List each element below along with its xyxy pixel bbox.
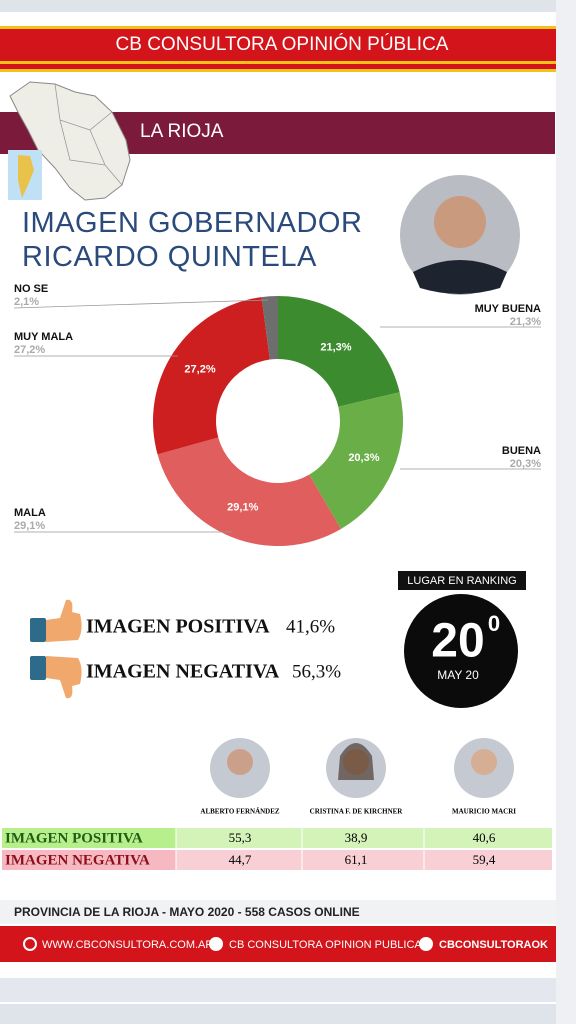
negative-value: 56,3% <box>292 661 341 682</box>
cell: 55,3 <box>229 830 252 845</box>
cell: 59,4 <box>473 852 496 867</box>
leader-line <box>13 299 269 309</box>
row-label-bg <box>2 828 176 848</box>
inner-value-label: 21,3% <box>320 342 351 354</box>
legend-label: MUY MALA <box>14 331 73 343</box>
legend-label: MUY BUENA <box>475 303 541 315</box>
row-label-bg <box>2 850 176 870</box>
inner-value-label: 27,2% <box>184 363 215 375</box>
header-title: CB CONSULTORA OPINIÓN PÚBLICA <box>116 33 449 55</box>
cell: 38,9 <box>345 830 368 845</box>
photo-face <box>434 196 486 248</box>
row-label: IMAGEN POSITIVA <box>5 830 143 846</box>
ranking-position: 20 <box>431 615 484 668</box>
inner-value-label: 20,3% <box>348 452 379 464</box>
column-name: CRISTINA F. DE KIRCHNER <box>310 808 404 816</box>
column-name: MAURICIO MACRI <box>452 808 516 816</box>
donut-segment <box>153 297 270 455</box>
outer-value-label: 27,2% <box>14 344 45 356</box>
chart-title: IMAGEN GOBERNADOR RICARDO QUINTELA <box>22 207 363 273</box>
donut-segment <box>309 392 403 529</box>
facebook-icon <box>209 937 223 951</box>
side-strip <box>556 0 576 1024</box>
photo-suit <box>413 260 507 294</box>
header-line <box>0 64 556 69</box>
map-borders <box>54 83 123 186</box>
column-name: ALBERTO FERNÁNDEZ <box>200 808 279 816</box>
negative-label: IMAGEN NEGATIVA <box>86 661 280 683</box>
ranking-label-box <box>398 571 526 590</box>
outer-value-label: 21,3% <box>510 316 541 328</box>
cell: 61,1 <box>345 852 368 867</box>
note-band <box>0 900 556 924</box>
footer-band <box>0 926 556 962</box>
legend-label: BUENA <box>502 445 541 457</box>
row-bg <box>176 850 552 870</box>
outer-value-label: 20,3% <box>510 458 541 470</box>
legend-label: MALA <box>14 507 46 519</box>
row-label: IMAGEN NEGATIVA <box>5 852 150 868</box>
country-shape <box>18 155 34 198</box>
footer-website: WWW.CBCONSULTORA.COM.AR <box>42 939 213 951</box>
outer-value-label: 2,1% <box>14 296 39 308</box>
donut-segment <box>157 437 341 547</box>
row-bg <box>176 828 552 848</box>
web-icon <box>23 937 37 951</box>
header-band <box>0 29 556 61</box>
outer-value-label: 29,1% <box>14 520 45 532</box>
ranking-circle <box>404 594 518 708</box>
ranking-title: LUGAR EN RANKING <box>407 575 516 587</box>
cell: 40,6 <box>473 830 496 845</box>
legend-label: NO SE <box>14 283 48 295</box>
inner-value-label: 29,1% <box>227 502 258 514</box>
positive-value: 41,6% <box>286 616 335 637</box>
twitter-icon <box>419 937 433 951</box>
bottom-band <box>0 978 556 1002</box>
donut-segment <box>261 296 278 360</box>
ranking-date: MAY 20 <box>437 668 479 682</box>
footer-note: PROVINCIA DE LA RIOJA - MAYO 2020 - 558 … <box>14 905 360 919</box>
thumb-up <box>30 599 82 642</box>
thumb-down <box>30 656 82 699</box>
region-name: LA RIOJA <box>140 121 224 142</box>
table-lines <box>2 828 552 870</box>
footer-twitter: CBCONSULTORAOK <box>439 939 548 951</box>
footer-facebook: CB CONSULTORA OPINION PUBLICA <box>229 939 422 951</box>
positive-label: IMAGEN POSITIVA <box>86 616 270 638</box>
ranking-ordinal: 0 <box>488 611 500 636</box>
cell: 44,7 <box>229 852 252 867</box>
donut-segment <box>278 296 400 407</box>
candidate-photos <box>210 738 514 798</box>
